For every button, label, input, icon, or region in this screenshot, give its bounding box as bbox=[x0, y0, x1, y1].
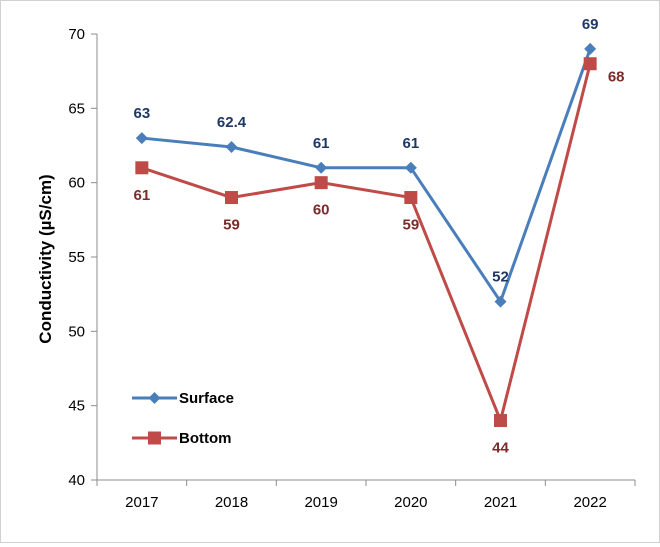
data-point-bottom bbox=[314, 176, 328, 190]
x-tick-label: 2017 bbox=[125, 494, 158, 511]
y-tick-label: 60 bbox=[68, 175, 85, 192]
data-label-surface: 52 bbox=[492, 269, 509, 286]
data-point-bottom bbox=[135, 161, 149, 175]
data-point-surface bbox=[135, 132, 148, 145]
data-label-surface: 69 bbox=[582, 16, 599, 33]
data-point-surface bbox=[225, 140, 238, 153]
x-tick-label: 2020 bbox=[394, 494, 427, 511]
legend: Surface Bottom bbox=[132, 390, 234, 447]
legend-marker-bottom bbox=[148, 431, 161, 445]
data-point-surface bbox=[315, 161, 328, 174]
data-labels: 63 62.4 61 61 52 69 61 59 60 59 44 68 bbox=[133, 16, 624, 457]
legend-label-surface: Surface bbox=[179, 390, 234, 407]
series-line-bottom bbox=[141, 63, 592, 423]
x-axis-ticks: 2017 2018 2019 2020 2021 2022 bbox=[96, 480, 636, 511]
data-point-bottom bbox=[583, 57, 597, 71]
data-point-surface bbox=[404, 161, 417, 174]
data-label-bottom: 44 bbox=[492, 440, 509, 457]
x-tick-label: 2021 bbox=[484, 494, 517, 511]
data-label-bottom: 68 bbox=[608, 69, 625, 86]
data-label-surface: 61 bbox=[402, 135, 419, 152]
y-tick-label: 40 bbox=[68, 472, 85, 489]
x-tick-label: 2019 bbox=[304, 494, 337, 511]
data-point-surface bbox=[494, 295, 507, 308]
data-label-surface: 62.4 bbox=[217, 114, 247, 131]
data-point-bottom bbox=[404, 191, 418, 205]
data-label-bottom: 60 bbox=[313, 202, 330, 219]
data-point-bottom bbox=[494, 414, 507, 428]
data-label-bottom: 59 bbox=[223, 217, 240, 234]
data-label-surface: 61 bbox=[313, 135, 330, 152]
y-tick-label: 45 bbox=[68, 398, 85, 415]
legend-label-bottom: Bottom bbox=[179, 430, 232, 447]
x-tick-label: 2022 bbox=[573, 494, 606, 511]
data-label-bottom: 59 bbox=[402, 217, 419, 234]
y-tick-label: 65 bbox=[68, 100, 85, 117]
y-tick-label: 70 bbox=[68, 26, 85, 43]
legend-marker-surface bbox=[148, 392, 161, 404]
series-group bbox=[135, 42, 597, 428]
y-tick-label: 55 bbox=[68, 249, 85, 266]
x-tick-label: 2018 bbox=[215, 494, 248, 511]
series-line-surface bbox=[141, 48, 592, 304]
y-tick-label: 50 bbox=[68, 323, 85, 340]
y-axis-label: Conductivity (µS/cm) bbox=[36, 174, 55, 343]
data-point-surface bbox=[584, 42, 597, 55]
data-label-bottom: 61 bbox=[133, 187, 150, 204]
axes bbox=[96, 34, 635, 481]
data-label-surface: 63 bbox=[133, 105, 150, 122]
y-axis-ticks: 40 45 50 55 60 65 70 bbox=[68, 26, 97, 489]
data-point-bottom bbox=[225, 191, 238, 205]
